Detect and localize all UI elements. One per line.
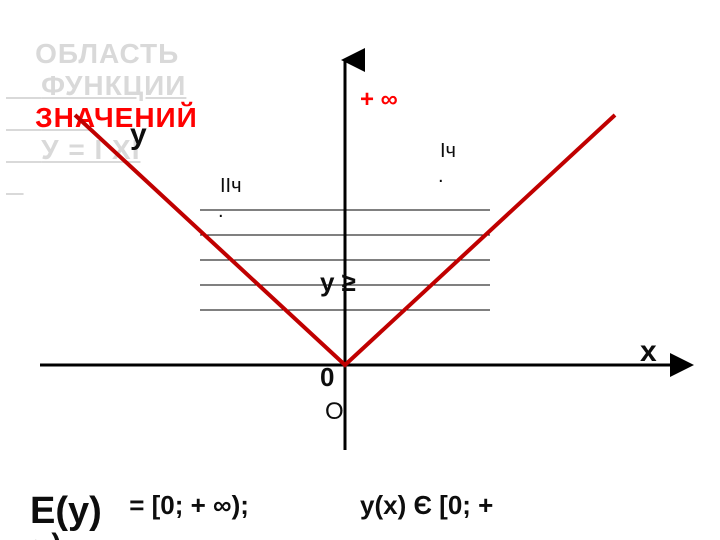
quadrant-2-label: IIч.	[220, 175, 242, 223]
formula-yx: y(х) Є [0; +	[360, 490, 493, 521]
slide-root: ОБЛАСТЬ ЗНАЧЕНИЙ ФУНКЦИИ У = I XI y x O …	[0, 0, 720, 540]
abs-value-chart	[0, 0, 720, 540]
y-axis-label: y	[130, 118, 147, 152]
quadrant-1-label: Iч.	[440, 140, 456, 188]
formula-tail: ∞)	[30, 528, 61, 540]
y-ge-0-line2: 0	[320, 362, 356, 393]
formula-eq: = [0; + ∞);	[122, 490, 249, 521]
y-ge-0-line1: y ≥	[320, 267, 356, 298]
y-ge-0-label: y ≥ 0	[320, 205, 356, 455]
x-axis-label: x	[640, 335, 657, 369]
plus-infinity-label: + ∞	[360, 86, 398, 114]
formula-Ey: E(y)	[30, 490, 102, 533]
